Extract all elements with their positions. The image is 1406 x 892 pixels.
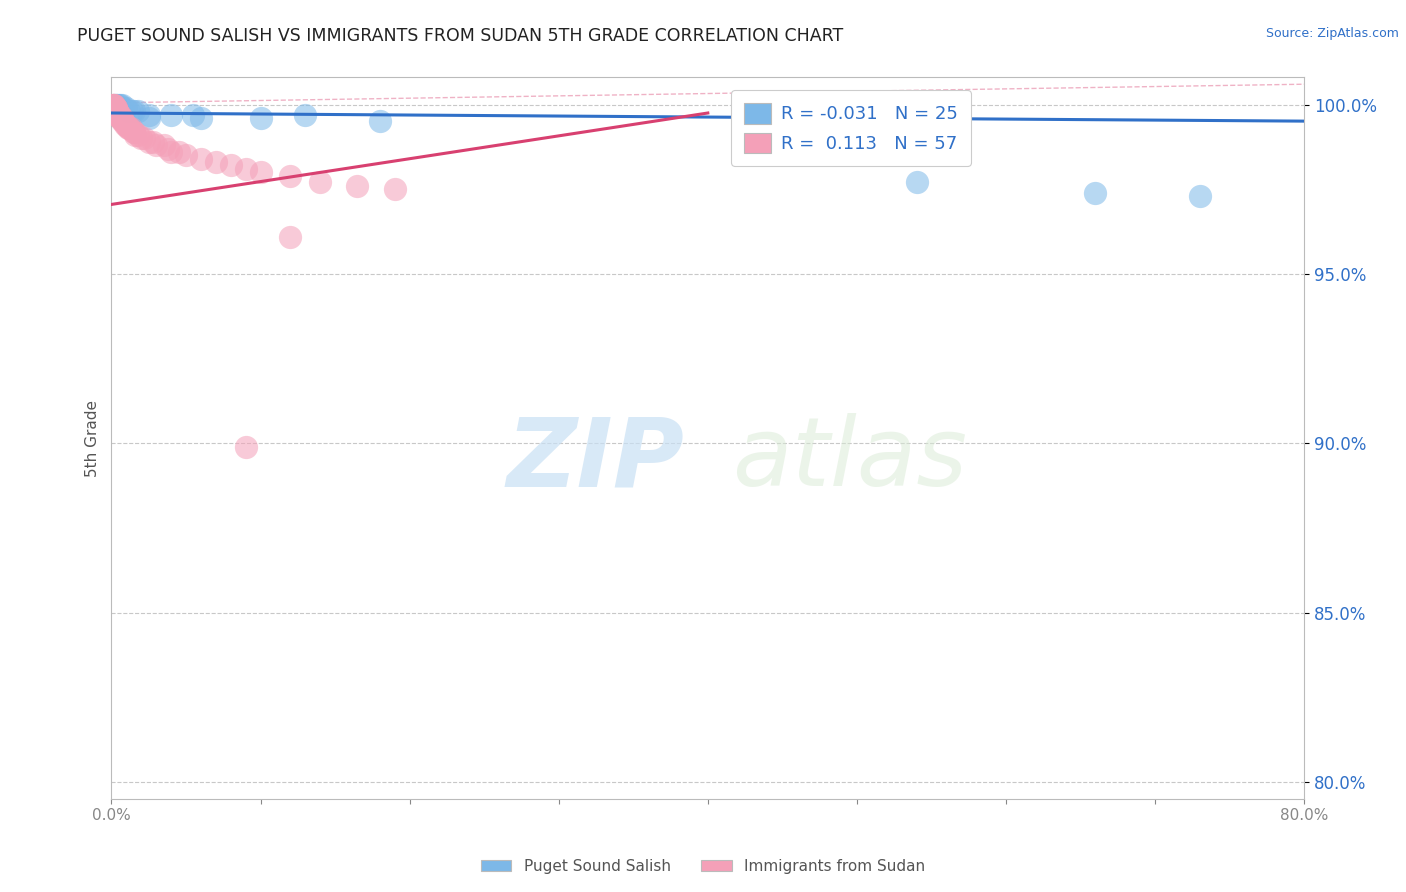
Point: [112, 114, 135, 128]
Point: [108, 108, 131, 122]
Point: [103, 101, 125, 115]
Point: [111, 114, 134, 128]
Point: [110, 111, 132, 125]
Point: [104, 101, 127, 115]
Point: [1084, 186, 1107, 200]
Point: [117, 121, 139, 136]
Point: [111, 111, 134, 125]
Point: [112, 114, 135, 128]
Point: [115, 118, 138, 132]
Point: [118, 121, 141, 136]
Point: [142, 135, 165, 149]
Point: [1188, 189, 1211, 203]
Legend: Puget Sound Salish, Immigrants from Sudan: Puget Sound Salish, Immigrants from Suda…: [475, 853, 931, 880]
Point: [103, 97, 125, 112]
Point: [152, 138, 174, 153]
Point: [103, 101, 125, 115]
Point: [103, 97, 125, 112]
Text: ZIP: ZIP: [506, 413, 683, 507]
Point: [105, 104, 128, 119]
Point: [124, 128, 146, 142]
Point: [104, 101, 127, 115]
Legend: R = -0.031   N = 25, R =  0.113   N = 57: R = -0.031 N = 25, R = 0.113 N = 57: [731, 90, 972, 166]
Point: [108, 108, 131, 122]
Point: [118, 121, 141, 136]
Point: [110, 108, 132, 122]
Point: [134, 131, 156, 145]
Point: [101, 97, 124, 112]
Point: [127, 104, 149, 119]
Point: [309, 176, 332, 190]
Point: [157, 142, 180, 156]
Point: [278, 169, 301, 183]
Point: [104, 97, 127, 112]
Point: [160, 108, 183, 122]
Text: PUGET SOUND SALISH VS IMMIGRANTS FROM SUDAN 5TH GRADE CORRELATION CHART: PUGET SOUND SALISH VS IMMIGRANTS FROM SU…: [77, 27, 844, 45]
Point: [110, 97, 132, 112]
Point: [122, 125, 145, 139]
Point: [103, 97, 125, 112]
Point: [105, 104, 128, 119]
Point: [384, 182, 406, 196]
Text: atlas: atlas: [731, 413, 967, 507]
Point: [122, 104, 145, 119]
Point: [190, 152, 212, 166]
Point: [183, 108, 205, 122]
Point: [101, 97, 124, 112]
Point: [346, 178, 368, 193]
Point: [110, 111, 132, 125]
Point: [138, 108, 160, 122]
Point: [294, 108, 316, 122]
Point: [118, 104, 141, 119]
Point: [122, 125, 145, 139]
Point: [174, 148, 197, 162]
Point: [115, 118, 138, 132]
Point: [108, 108, 131, 122]
Point: [105, 108, 128, 122]
Y-axis label: 5th Grade: 5th Grade: [86, 400, 100, 476]
Point: [219, 159, 242, 173]
Point: [104, 104, 127, 119]
Point: [108, 101, 131, 115]
Point: [127, 128, 149, 142]
Point: [368, 114, 391, 128]
Text: Source: ZipAtlas.com: Source: ZipAtlas.com: [1265, 27, 1399, 40]
Point: [204, 155, 226, 169]
Point: [249, 165, 271, 179]
Point: [115, 101, 138, 115]
Point: [190, 111, 212, 125]
Point: [105, 104, 128, 119]
Point: [278, 229, 301, 244]
Point: [167, 145, 190, 159]
Point: [112, 101, 135, 115]
Point: [111, 97, 134, 112]
Point: [121, 104, 143, 119]
Point: [104, 101, 127, 115]
Point: [138, 111, 160, 125]
Point: [160, 145, 183, 159]
Point: [108, 97, 131, 112]
Point: [138, 135, 160, 149]
Point: [101, 97, 124, 112]
Point: [145, 138, 167, 153]
Point: [129, 131, 152, 145]
Point: [235, 161, 257, 176]
Point: [235, 440, 257, 454]
Point: [249, 111, 271, 125]
Point: [905, 176, 928, 190]
Point: [104, 97, 127, 112]
Point: [114, 118, 136, 132]
Point: [105, 97, 128, 112]
Point: [120, 121, 142, 136]
